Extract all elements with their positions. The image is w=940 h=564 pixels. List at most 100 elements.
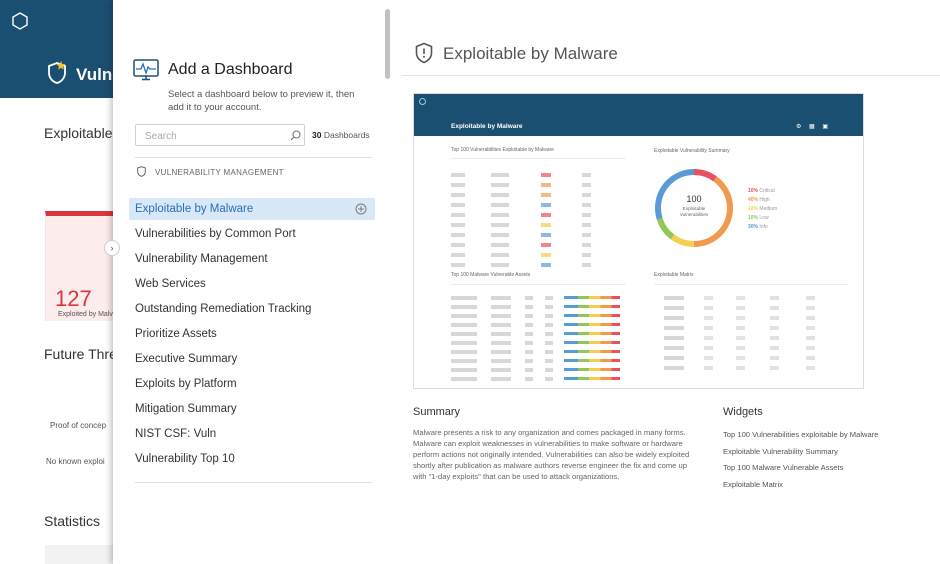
thumb-cell: [545, 332, 553, 336]
thumb-cell: [582, 193, 591, 197]
dashboard-item-web-services[interactable]: Web Services: [129, 273, 375, 298]
dashboard-item-label: Web Services: [135, 278, 206, 290]
future-threats-title: Future Thre: [44, 346, 117, 362]
thumb-cell: [451, 314, 477, 318]
thumb-cell: [704, 306, 713, 310]
legend-item: 10% Medium: [748, 206, 777, 212]
thumb-cell: [704, 356, 713, 360]
thumb-cell: [491, 323, 511, 327]
thumb-widget-title: Exploitable Vulnerability Summary: [654, 148, 730, 154]
donut-slice-high: [655, 169, 733, 247]
thumb-cell: [664, 346, 684, 350]
exploited-card[interactable]: [45, 211, 125, 321]
widget-item: Top 100 Vulnerabilities exploitable by M…: [723, 430, 879, 439]
thumb-cell: [451, 323, 477, 327]
thumb-cell: [451, 296, 477, 300]
thumb-cell: [806, 356, 815, 360]
thumb-cell: [451, 183, 465, 187]
dashboard-item-exploitable-by-malware[interactable]: Exploitable by Malware: [129, 198, 375, 220]
thumb-cell: [545, 314, 553, 318]
thumb-cell: [451, 332, 477, 336]
thumb-cell: [664, 316, 684, 320]
thumb-cell: [582, 183, 591, 187]
thumb-cell: [491, 263, 509, 267]
thumb-cell: [451, 350, 477, 354]
dashboard-item-vulnerabilities-by-common-port[interactable]: Vulnerabilities by Common Port: [129, 223, 375, 248]
chevron-right-icon[interactable]: ›: [104, 240, 120, 256]
dashboard-item-label: Vulnerability Management: [135, 253, 268, 265]
thumb-cell: [736, 316, 745, 320]
widget-item: Exploitable Vulnerability Summary: [723, 446, 838, 456]
search-input[interactable]: [145, 129, 285, 143]
widgets-title: Widgets: [723, 406, 763, 418]
panel-scrollbar[interactable]: [385, 9, 390, 79]
thumb-cell: [491, 377, 511, 381]
thumb-cell: [736, 356, 745, 360]
thumb-cell: [770, 346, 779, 350]
thumb-cell: [541, 213, 551, 217]
thumb-cell: [582, 263, 591, 267]
thumbnail-header: Exploitable by Malware ⚙ ▦ ▣: [414, 94, 863, 136]
thumb-cell: [770, 366, 779, 370]
legend-percent: 10%: [748, 188, 760, 194]
thumb-bar: [564, 359, 620, 362]
dashboard-item-prioritize-assets[interactable]: Prioritize Assets: [129, 323, 375, 348]
widget-item: Exploitable Matrix: [723, 479, 783, 489]
dashboard-item-label: Executive Summary: [135, 353, 238, 365]
dashboard-item-executive-summary[interactable]: Executive Summary: [129, 348, 375, 373]
shield-alert-icon: [415, 42, 433, 64]
legend-item: 40% High: [748, 197, 770, 203]
card-label: Exploited by Malv: [58, 311, 113, 318]
thumb-cell: [806, 296, 815, 300]
thumb-cell: [770, 316, 779, 320]
thumb-cell: [545, 377, 553, 381]
statistics-box: [45, 545, 125, 564]
thumb-rule: [451, 284, 626, 285]
widgets-list: Top 100 Vulnerabilities exploitable by M…: [723, 427, 878, 493]
legend-percent: 10%: [748, 206, 760, 212]
thumb-rule: [654, 284, 849, 285]
thumb-cell: [451, 263, 465, 267]
no-known-exploit-label: No known exploi: [46, 457, 105, 466]
widget-item: Top 100 Malware Vulnerable Assets: [723, 463, 844, 472]
thumb-cell: [491, 368, 511, 372]
thumb-cell: [525, 350, 533, 354]
dashboard-item-label: Exploitable by Malware: [135, 203, 254, 215]
search-icon[interactable]: [290, 130, 301, 141]
dashboard-item-vulnerability-top-10[interactable]: Vulnerability Top 10: [129, 448, 375, 473]
category-label: VULNERABILITY MANAGEMENT: [155, 168, 284, 177]
divider: [135, 157, 372, 158]
thumb-cell: [770, 356, 779, 360]
thumb-cell: [545, 359, 553, 363]
thumb-cell: [704, 366, 713, 370]
donut-label: Exploitable Vulnerabilities: [679, 206, 709, 217]
dashboard-item-mitigation-summary[interactable]: Mitigation Summary: [129, 398, 375, 423]
thumb-cell: [491, 223, 509, 227]
thumb-cell: [541, 183, 551, 187]
dashboard-item-nist-csf-vuln[interactable]: NIST CSF: Vuln: [129, 423, 375, 448]
thumb-cell: [541, 243, 551, 247]
thumb-rule: [451, 158, 626, 159]
thumb-cell: [770, 336, 779, 340]
summary-title: Summary: [413, 406, 461, 418]
thumb-cell: [806, 326, 815, 330]
thumb-cell: [541, 253, 551, 257]
dashboard-item-vulnerability-management[interactable]: Vulnerability Management: [129, 248, 375, 273]
search-box[interactable]: [135, 124, 305, 146]
dashboard-item-label: Exploits by Platform: [135, 378, 237, 390]
hexagon-logo-icon[interactable]: [11, 12, 29, 30]
thumb-cell: [541, 233, 551, 237]
thumb-cell: [451, 341, 477, 345]
thumb-cell: [491, 350, 511, 354]
thumb-bar: [564, 368, 620, 371]
add-circle-icon[interactable]: [355, 203, 367, 215]
dashboard-item-label: Vulnerabilities by Common Port: [135, 228, 296, 240]
thumb-cell: [525, 359, 533, 363]
thumb-cell: [451, 243, 465, 247]
thumb-cell: [525, 377, 533, 381]
thumb-cell: [541, 193, 551, 197]
thumb-cell: [806, 346, 815, 350]
dashboard-item-exploits-by-platform[interactable]: Exploits by Platform: [129, 373, 375, 398]
thumb-cell: [491, 314, 511, 318]
dashboard-item-outstanding-remediation-tracking[interactable]: Outstanding Remediation Tracking: [129, 298, 375, 323]
